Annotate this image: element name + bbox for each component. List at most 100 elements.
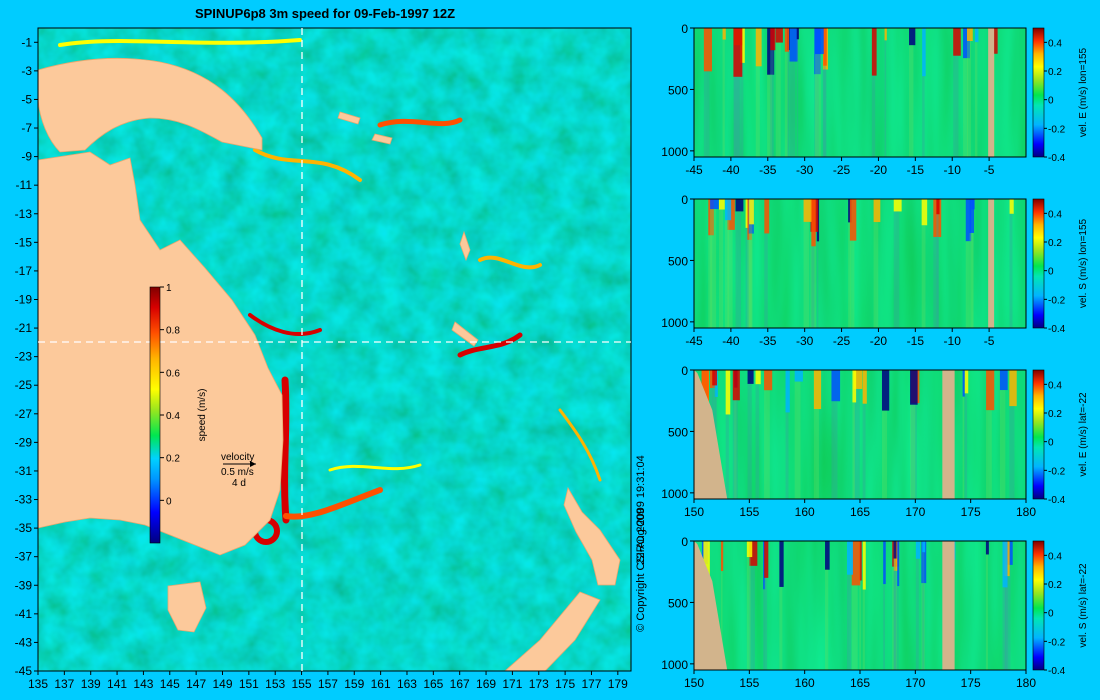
section-streak: [703, 541, 710, 576]
map-y-tick-label: -41: [15, 607, 33, 621]
east-australian-current: [281, 376, 290, 524]
section-streak-deep: [746, 557, 751, 670]
vector-key-period: 4 d: [232, 478, 246, 489]
speed-colorbar-ticks: 0 0.2 0.4 0.6 0.8 1: [160, 283, 180, 507]
map-y-tick-label: -19: [15, 292, 33, 306]
section-streak: [936, 199, 940, 215]
section-streak: [883, 541, 886, 585]
section-streak: [746, 541, 753, 558]
section-y-tick-label: 500: [668, 254, 688, 268]
section-x-tick-label: -10: [944, 163, 962, 177]
section-streak: [703, 28, 712, 72]
section-streak: [881, 370, 890, 411]
section-streak-deep: [725, 414, 729, 499]
section-streak: [733, 28, 743, 77]
map-x-tick-label: 179: [608, 677, 628, 691]
vanuatu-land: [459, 230, 471, 262]
map-y-tick-label: -31: [15, 464, 33, 478]
map-x-tick-label: 139: [81, 677, 101, 691]
section-x-tick-label: 165: [850, 505, 870, 519]
section-streak-deep: [922, 76, 925, 157]
timestamp: 22-Aug-2009 19:31:04: [635, 455, 647, 564]
section-streak-deep: [921, 225, 926, 328]
section-streak-deep: [703, 71, 710, 157]
section-streak-deep: [823, 65, 826, 157]
section-streak-deep: [1005, 564, 1011, 670]
section-y-tick-label: 0: [681, 364, 688, 378]
map-x-tick-label: 137: [54, 677, 74, 691]
section-y-tick-label: 1000: [661, 316, 688, 330]
section-streak: [851, 541, 861, 586]
map-x-tick-label: 153: [265, 677, 285, 691]
section-streak-deep: [893, 570, 897, 670]
section-streak: [848, 199, 852, 223]
section-colorbar-tick-label: 0.2: [1048, 409, 1062, 420]
speed-colorbar-tick-label: 0.4: [166, 411, 180, 422]
section-land: [694, 370, 728, 499]
section-colorbar-tick-label: -0.4: [1048, 666, 1066, 677]
map-x-tick-label: 167: [450, 677, 470, 691]
map-y-tick-label: -11: [16, 178, 33, 192]
section-streak-deep: [720, 571, 723, 670]
section-streak: [831, 370, 841, 402]
map-x-ticks: 135 137 139 141 143 145 147 149 151 153 155 157 159 1…: [28, 671, 628, 691]
section-streak: [763, 541, 766, 590]
section-streak: [708, 199, 714, 236]
section-streak-deep: [810, 231, 816, 328]
section-streak: [749, 199, 754, 225]
section-streak: [1002, 541, 1008, 588]
section-streak-deep: [1009, 213, 1013, 328]
section-streak: [755, 370, 761, 385]
map-x-tick-label: 175: [555, 677, 575, 691]
speed-colorbar-tick-label: 0.8: [166, 326, 180, 337]
section-streak-deep: [767, 74, 773, 157]
section-colorbar-tick-label: 0.4: [1048, 380, 1062, 391]
section-colorbar-tick-label: 0.2: [1048, 580, 1062, 591]
section-streak-deep: [764, 390, 770, 499]
section-streak-deep: [785, 412, 789, 499]
copyright: © Copyright CSIRO 2009: [635, 508, 647, 632]
section-streak-deep: [848, 222, 851, 328]
map-y-tick-label: -43: [15, 635, 33, 649]
section-streak: [862, 541, 866, 590]
section-panel-3: 150 155 160 165 170 175 180 0 500 1000 0.4 0.2 0 -0.2…: [661, 364, 1089, 519]
section-streak-deep: [708, 235, 713, 328]
coral-sea-jet-2: [377, 117, 463, 128]
map-y-tick-label: -9: [21, 150, 32, 164]
section-streak-deep: [971, 209, 974, 328]
speed-colorbar-tick-label: 0.2: [166, 454, 180, 465]
section-x-tick-label: 170: [905, 505, 925, 519]
map-x-tick-label: 159: [344, 677, 364, 691]
section-streak-deep: [787, 50, 789, 157]
section-streak: [909, 28, 916, 46]
section-streak-deep: [1004, 576, 1009, 670]
section-streak-deep: [909, 45, 914, 158]
north-jet: [58, 38, 302, 47]
map-y-tick-label: -5: [21, 92, 32, 106]
section-streak: [725, 370, 731, 415]
section-x-tick-label: -10: [944, 334, 962, 348]
section-streak-deep: [735, 211, 742, 328]
section-streak: [999, 370, 1008, 391]
tasmania-land: [167, 581, 207, 633]
section-streak: [893, 541, 897, 559]
section-streak-deep: [911, 403, 917, 499]
jet-23s: [457, 332, 523, 358]
jet-21s: [248, 313, 322, 336]
section-streak-deep: [722, 39, 725, 157]
map-x-tick-label: 147: [186, 677, 206, 691]
section-x-tick-label: -20: [870, 334, 888, 348]
section-streak-deep: [732, 400, 738, 499]
map-y-tick-label: -21: [15, 321, 33, 335]
section-x-tick-label: 175: [961, 676, 981, 690]
speed-colorbar-label: speed (m/s): [197, 389, 208, 442]
section-streak-deep: [862, 589, 865, 670]
section-y-tick-label: 500: [668, 425, 688, 439]
section-streak: [953, 28, 961, 56]
new-zealand-north-land: [563, 486, 621, 586]
map-y-tick-label: -25: [15, 378, 33, 392]
map-x-tick-label: 173: [529, 677, 549, 691]
map-x-tick-label: 177: [581, 677, 601, 691]
section-colorbar-tick-label: -0.4: [1048, 153, 1066, 164]
section-streak: [767, 28, 775, 75]
